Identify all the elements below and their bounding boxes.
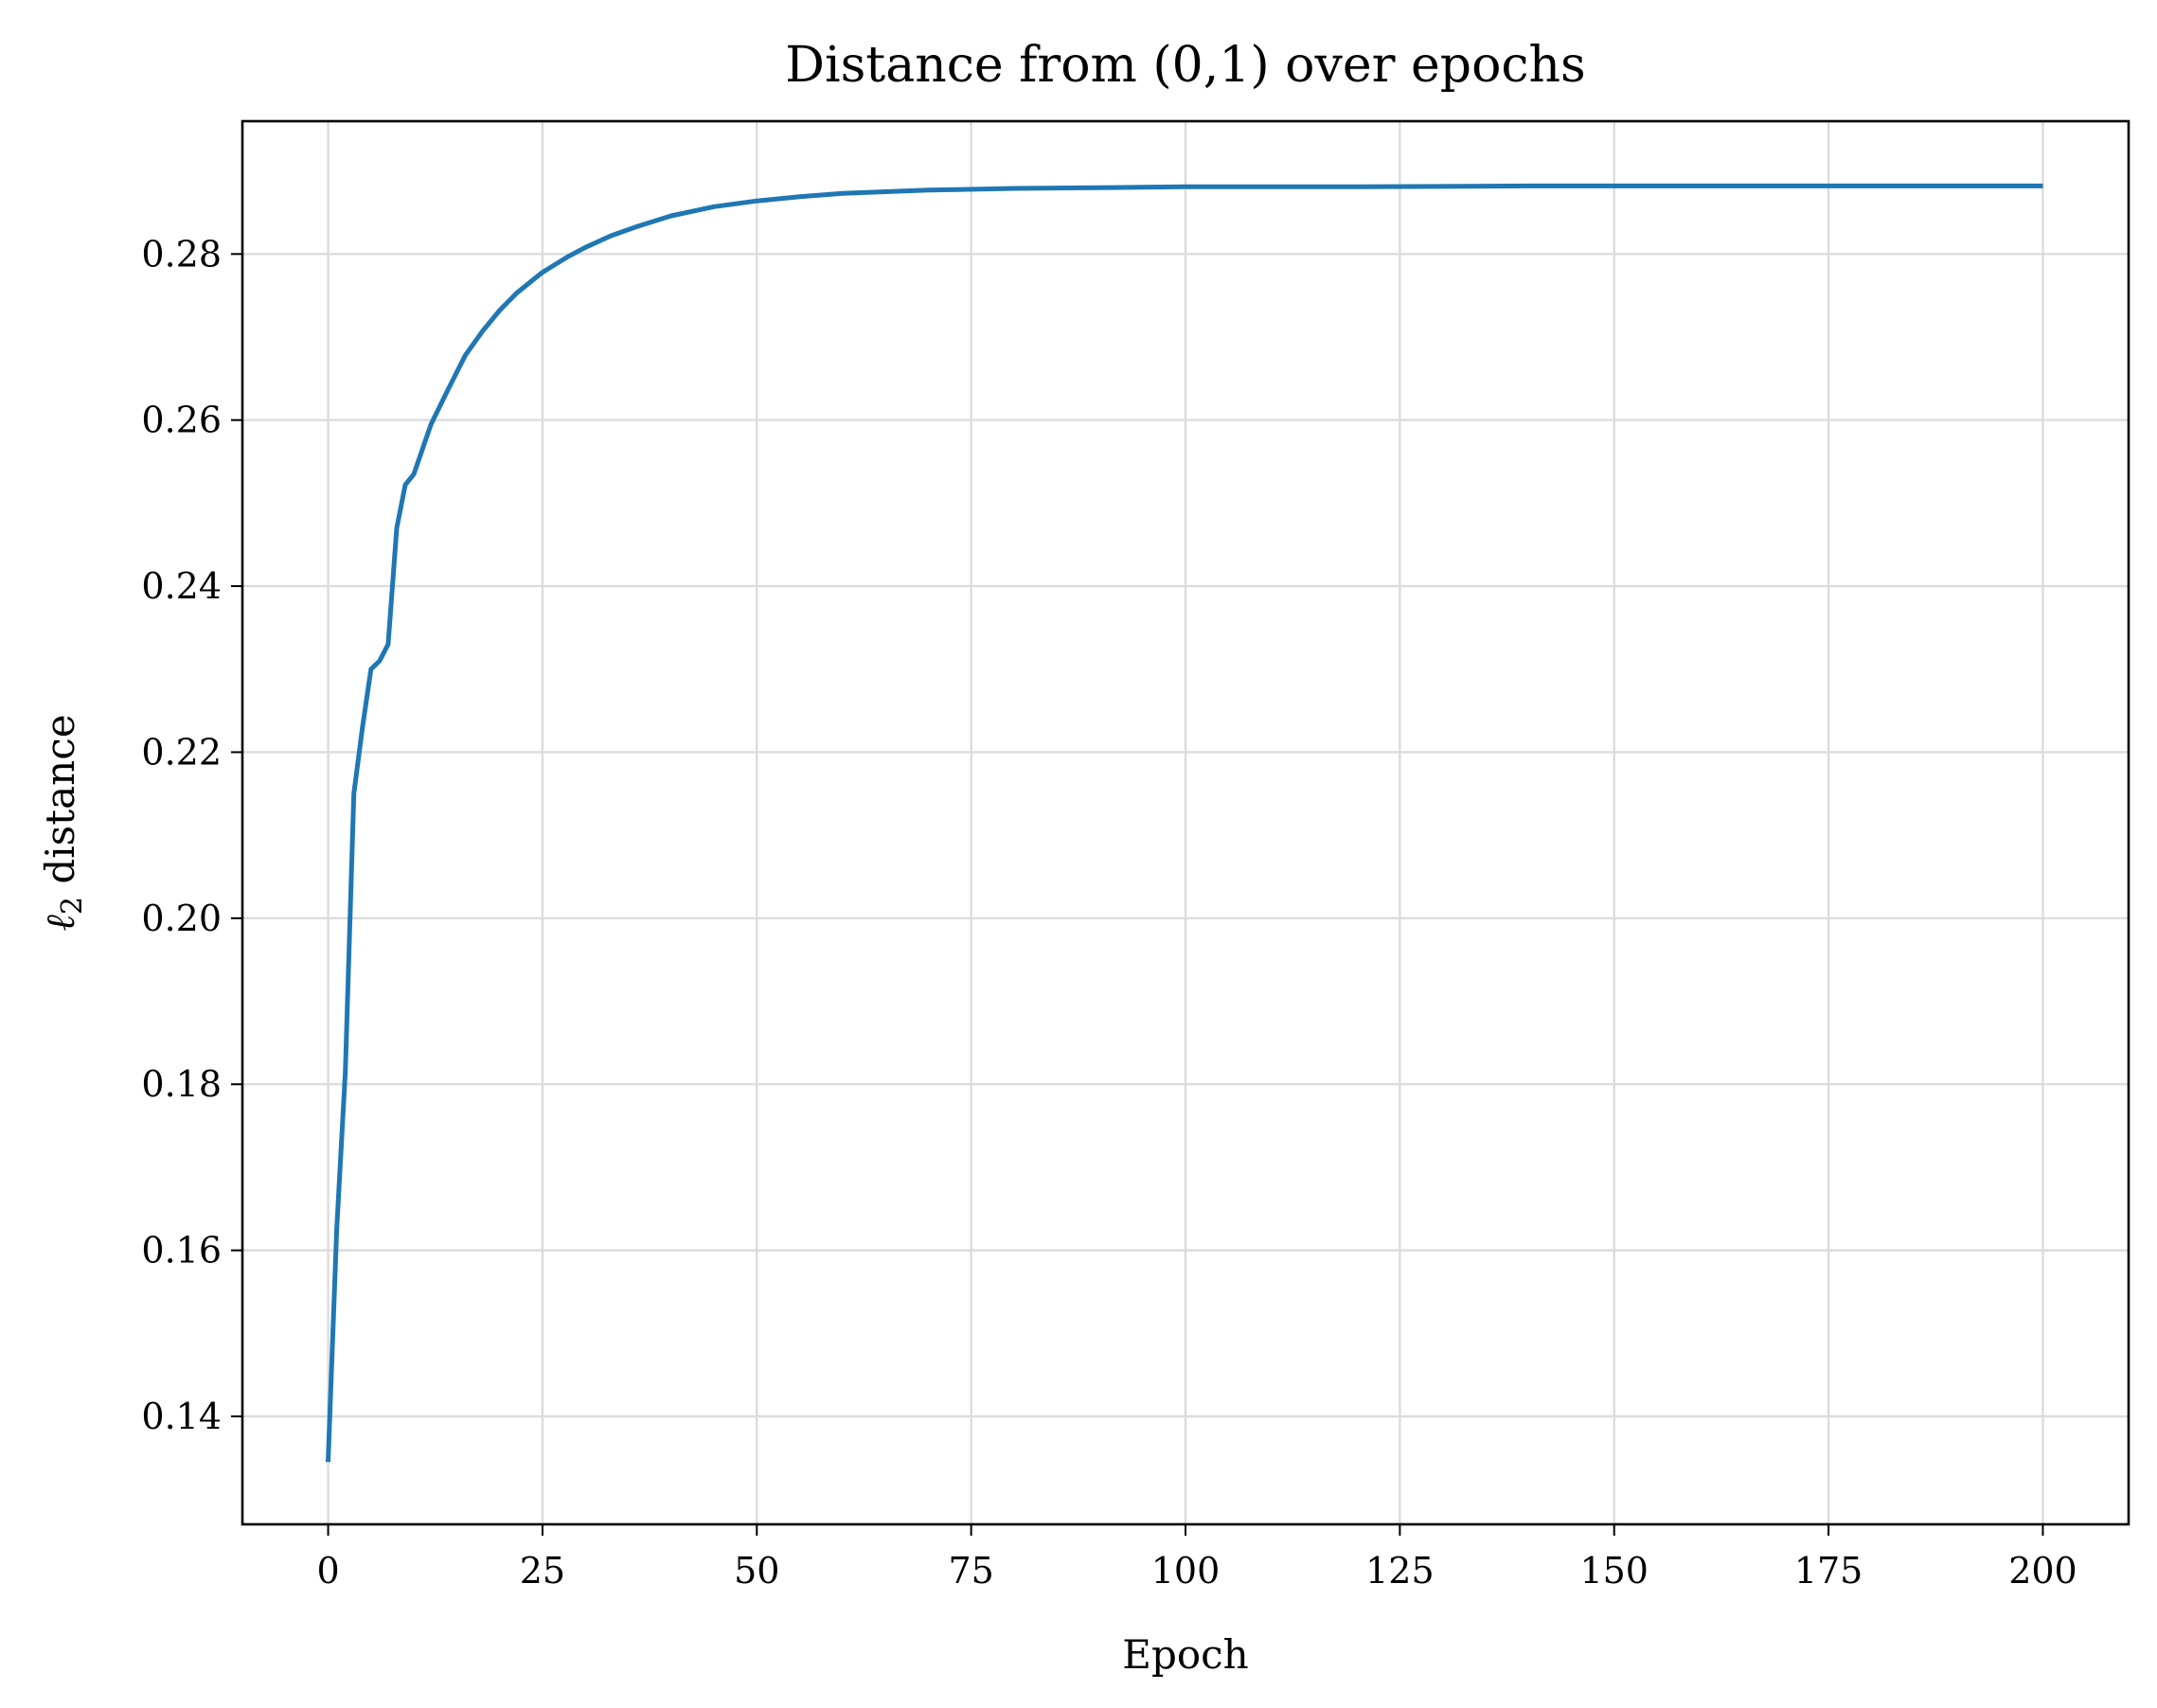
- x-tick-label: 75: [948, 1550, 993, 1592]
- y-tick-label: 0.26: [141, 400, 222, 441]
- x-tick-label: 175: [1794, 1550, 1863, 1592]
- y-tick-label: 0.16: [141, 1230, 222, 1272]
- series-group: [326, 183, 2043, 1463]
- y-tick-label: 0.24: [141, 565, 222, 607]
- x-axis-ticks: 0 25 50 75 100 125 150 175 200: [316, 1524, 2077, 1592]
- y-tick-label: 0.22: [141, 731, 222, 773]
- y-tick-label: 0.28: [141, 233, 222, 275]
- y-axis-label: ℓ2 distance: [37, 714, 89, 931]
- x-axis-label: Epoch: [1122, 1631, 1248, 1678]
- x-tick-label: 100: [1151, 1550, 1221, 1592]
- y-tick-label: 0.18: [141, 1063, 222, 1105]
- y-axis-ticks: 0.14 0.16 0.18 0.20 0.22 0.24 0.26 0.28: [141, 233, 242, 1437]
- y-tick-label: 0.14: [141, 1396, 222, 1437]
- grid-lines: [242, 121, 2129, 1524]
- x-tick-label: 200: [2008, 1550, 2077, 1592]
- y-axis-label-symbol: ℓ: [37, 915, 83, 932]
- x-tick-label: 50: [734, 1550, 779, 1592]
- x-tick-label: 150: [1579, 1550, 1649, 1592]
- chart-title: Distance from (0,1) over epochs: [785, 37, 1585, 94]
- y-tick-label: 0.20: [141, 898, 222, 939]
- x-tick-label: 0: [316, 1550, 339, 1592]
- series-line: [326, 183, 2043, 1463]
- y-axis-label-rest: distance: [37, 714, 83, 897]
- x-tick-label: 25: [520, 1550, 565, 1592]
- y-axis-label-subscript: 2: [56, 897, 89, 915]
- x-tick-label: 125: [1365, 1550, 1435, 1592]
